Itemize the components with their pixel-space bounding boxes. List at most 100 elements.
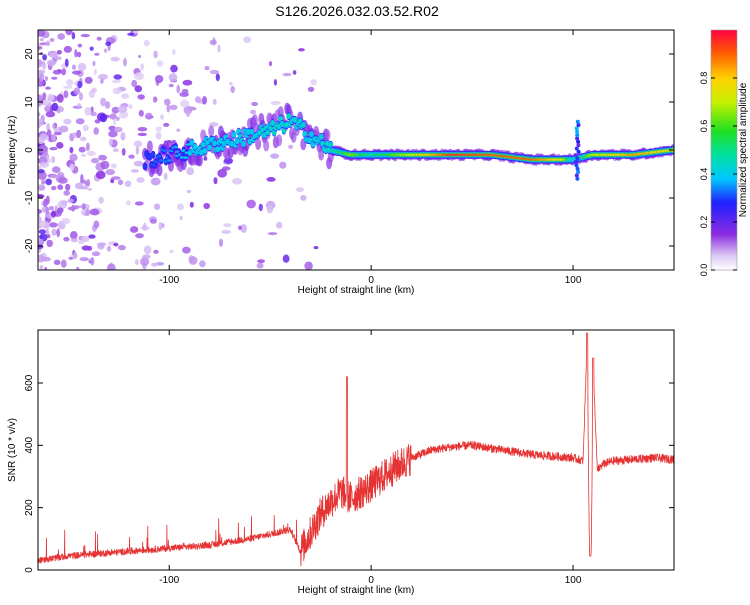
spectrogram-noise-blob [219,238,223,247]
spectrogram-noise-blob [79,257,90,262]
spectrogram-noise-blob [137,127,148,132]
spectrogram-noise-blob [77,62,87,71]
spectrogram-noise-blob [38,118,44,127]
spectrogram-noise-blob [120,132,126,141]
spectrogram-noise-blob [117,244,126,251]
spectrogram-disturbance-mark [576,123,581,127]
spectrogram-x-axis-label: Height of straight line (km) [298,285,415,296]
spectrogram-ridge-mark [328,143,334,147]
spectrogram-noise-blob [151,262,158,267]
spectrogram-noise-blob [38,169,45,174]
spectrogram-noise-blob [47,59,56,67]
spectrogram-noise-blob [66,79,74,86]
spectrogram-noise-blob [63,236,70,242]
spectrogram-noise-blob [250,109,257,115]
spectrogram-noise-blob [38,59,43,68]
spectrogram-noise-blob [46,129,52,138]
spectrogram-noise-blob [109,113,117,120]
colorbar-ticks: 0.0 0.2 0.4 0.6 0.8 [699,72,737,277]
spectrogram-noise-blob [84,106,92,116]
spectrogram-noise-blob [110,178,115,184]
spectrogram-noise-blob [85,208,90,217]
spectrogram-noise-blob [182,246,191,254]
colorbar-tick-label: 0.0 [699,264,709,277]
spectrogram-y-axis-label: Frequency (Hz) [7,116,18,185]
spectrogram-noise-blob [203,202,210,210]
spectrogram-noise-blob [142,254,151,260]
spectrogram-disturbance-mark [576,143,581,148]
spectrogram-ridge-mark [265,131,271,134]
spectrogram-noise-blob [71,32,76,40]
spectrogram-noise-blob [38,229,46,235]
spectrogram-noise-blob [38,247,42,253]
spectrogram-noise-blob [61,217,71,225]
spectrogram-noise-blob [107,263,116,270]
spectrogram-x-tick-label: 0 [368,275,374,286]
spectrogram-noise-blob [229,82,233,86]
spectrogram-noise-blob [300,195,307,201]
spectrogram-noise-blob [42,99,50,106]
spectrogram-noise-blob [38,194,45,199]
spectrogram-noise-blob [63,118,72,125]
spectrogram-noise-blob [103,48,108,53]
spectrogram-noise-blob [128,154,135,159]
spectrogram-noise-blob [47,93,55,102]
colorbar-label: Normalized spectral amplitude [738,82,749,217]
spectrogram-noise-blob [42,54,47,61]
spectrogram-noise-blob [112,87,122,95]
spectrogram-ridge-mark [281,129,287,132]
spectrogram-noise-blob [68,256,74,260]
spectrogram-ridge-mark [286,114,292,118]
spectrogram-noise-blob [163,122,170,127]
spectrogram-noise-blob [288,144,294,149]
spectrogram-noise-blob [169,249,174,254]
spectrogram-noise-blob [183,105,193,115]
spectrogram-ridge-mark [320,142,326,146]
spectrogram-y-tick-label: 10 [24,96,35,108]
spectrogram-noise-blob [270,153,280,159]
spectrogram-noise-blob [45,111,56,118]
spectrogram-noise-blob [38,112,41,117]
spectrogram-noise-blob [121,93,129,99]
snr-y-tick-label: 600 [24,374,35,391]
spectrogram-noise-blob [154,203,161,210]
spectrogram-noise-blob [39,38,44,42]
spectrogram-noise-blob [215,73,220,82]
spectrogram-noise-blob [94,52,100,56]
spectrogram-noise-blob [138,109,144,117]
spectrogram-noise-blob [56,50,62,55]
spectrogram-noise-blob [65,30,73,36]
spectrogram-noise-blob [117,105,128,113]
spectrogram-noise-blob [38,184,46,191]
spectrogram-noise-blob [93,68,97,76]
spectrogram-noise-blob [100,160,110,170]
spectrogram-noise-blob [38,171,47,180]
spectrogram-noise-blob [121,148,126,156]
spectrogram-noise-blob [49,52,59,58]
spectrogram-noise-blob [72,105,83,109]
spectrogram-ridge-halo [324,129,331,142]
spectrogram-noise-blob [105,41,112,47]
snr-x-tick-label: 100 [565,575,582,586]
snr-y-ticks: 0 200 400 600 [24,374,674,573]
spectrogram-ridge-mark [158,159,164,162]
spectrogram-noise-blob [90,106,94,114]
spectrogram-noise-blob [38,46,43,50]
spectrogram-noise-blob [203,156,208,161]
spectrogram-noise-blob [39,73,45,82]
spectrogram-noise-blob [89,208,100,216]
spectrogram-noise-blob [143,39,150,47]
spectrogram-noise-blob [79,92,83,101]
spectrogram-noise-blob [131,79,138,88]
snr-x-tick-label: -100 [159,575,179,586]
snr-x-axis-label: Height of straight line (km) [298,585,415,596]
spectrogram-noise-blob [38,95,43,103]
snr-y-tick-label: 200 [24,499,35,516]
spectrogram-noise-blob [87,150,96,157]
spectrogram-noise-blob [112,148,119,153]
snr-series-line [38,332,674,567]
spectrogram-noise-blob [57,33,66,40]
spectrogram-ridge-mark [162,149,167,152]
spectrogram-ridge-halo [156,164,163,177]
